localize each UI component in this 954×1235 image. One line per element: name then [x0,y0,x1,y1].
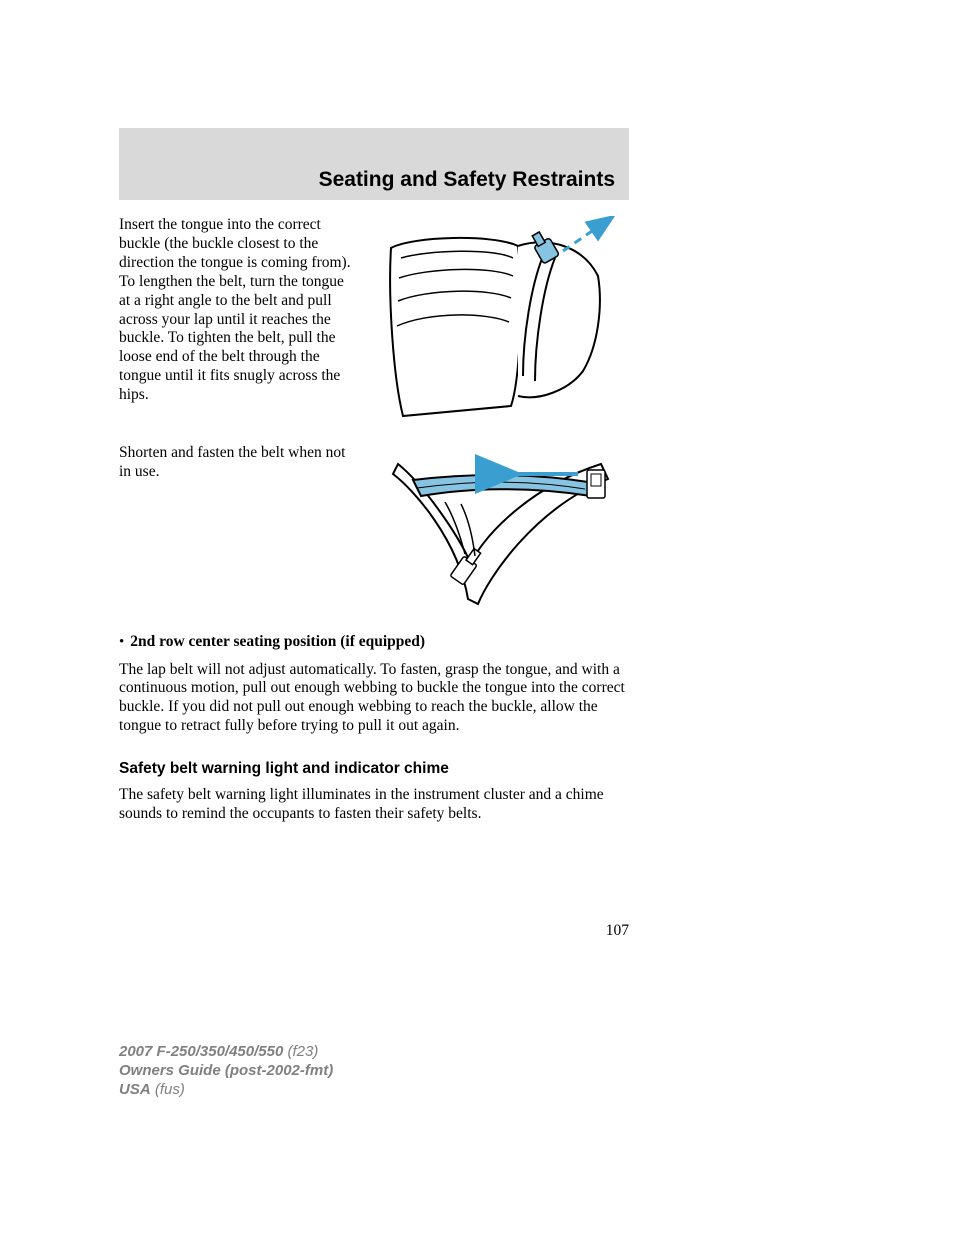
para-lengthen-belt: Insert the tongue into the correct buckl… [119,216,355,426]
para-lap-belt: The lap belt will not adjust automatical… [119,661,629,737]
row-lengthen-belt: Insert the tongue into the correct buckl… [119,216,629,426]
seatbelt-extend-illustration [373,216,623,426]
bullet-marker: • [119,633,124,653]
footer-line-region: USA (fus) [119,1081,333,1100]
para-shorten-belt: Shorten and fasten the belt when not in … [119,444,355,619]
footer-model-code: (f23) [287,1043,318,1060]
figure-lengthen-belt [367,216,629,426]
bullet-2nd-row: • 2nd row center seating position (if eq… [119,633,629,653]
footer-model: 2007 F-250/350/450/550 [119,1043,283,1060]
subheading-warning-light: Safety belt warning light and indicator … [119,760,629,778]
footer-block: 2007 F-250/350/450/550 (f23) Owners Guid… [119,1043,333,1099]
row-shorten-belt: Shorten and fasten the belt when not in … [119,444,629,619]
page-content: Insert the tongue into the correct buckl… [119,216,629,824]
page-number: 107 [119,922,629,940]
bullet-label: 2nd row center seating position (if equi… [130,633,425,653]
figure-shorten-belt [367,444,629,619]
footer-region: USA [119,1081,151,1098]
para-warning-light: The safety belt warning light illuminate… [119,786,629,824]
footer-region-code: (fus) [155,1081,185,1098]
chapter-header: Seating and Safety Restraints [119,128,629,200]
chapter-title: Seating and Safety Restraints [319,168,615,192]
seatbelt-retract-illustration [373,444,623,619]
footer-line-model: 2007 F-250/350/450/550 (f23) [119,1043,333,1062]
footer-guide: Owners Guide (post-2002-fmt) [119,1062,333,1081]
